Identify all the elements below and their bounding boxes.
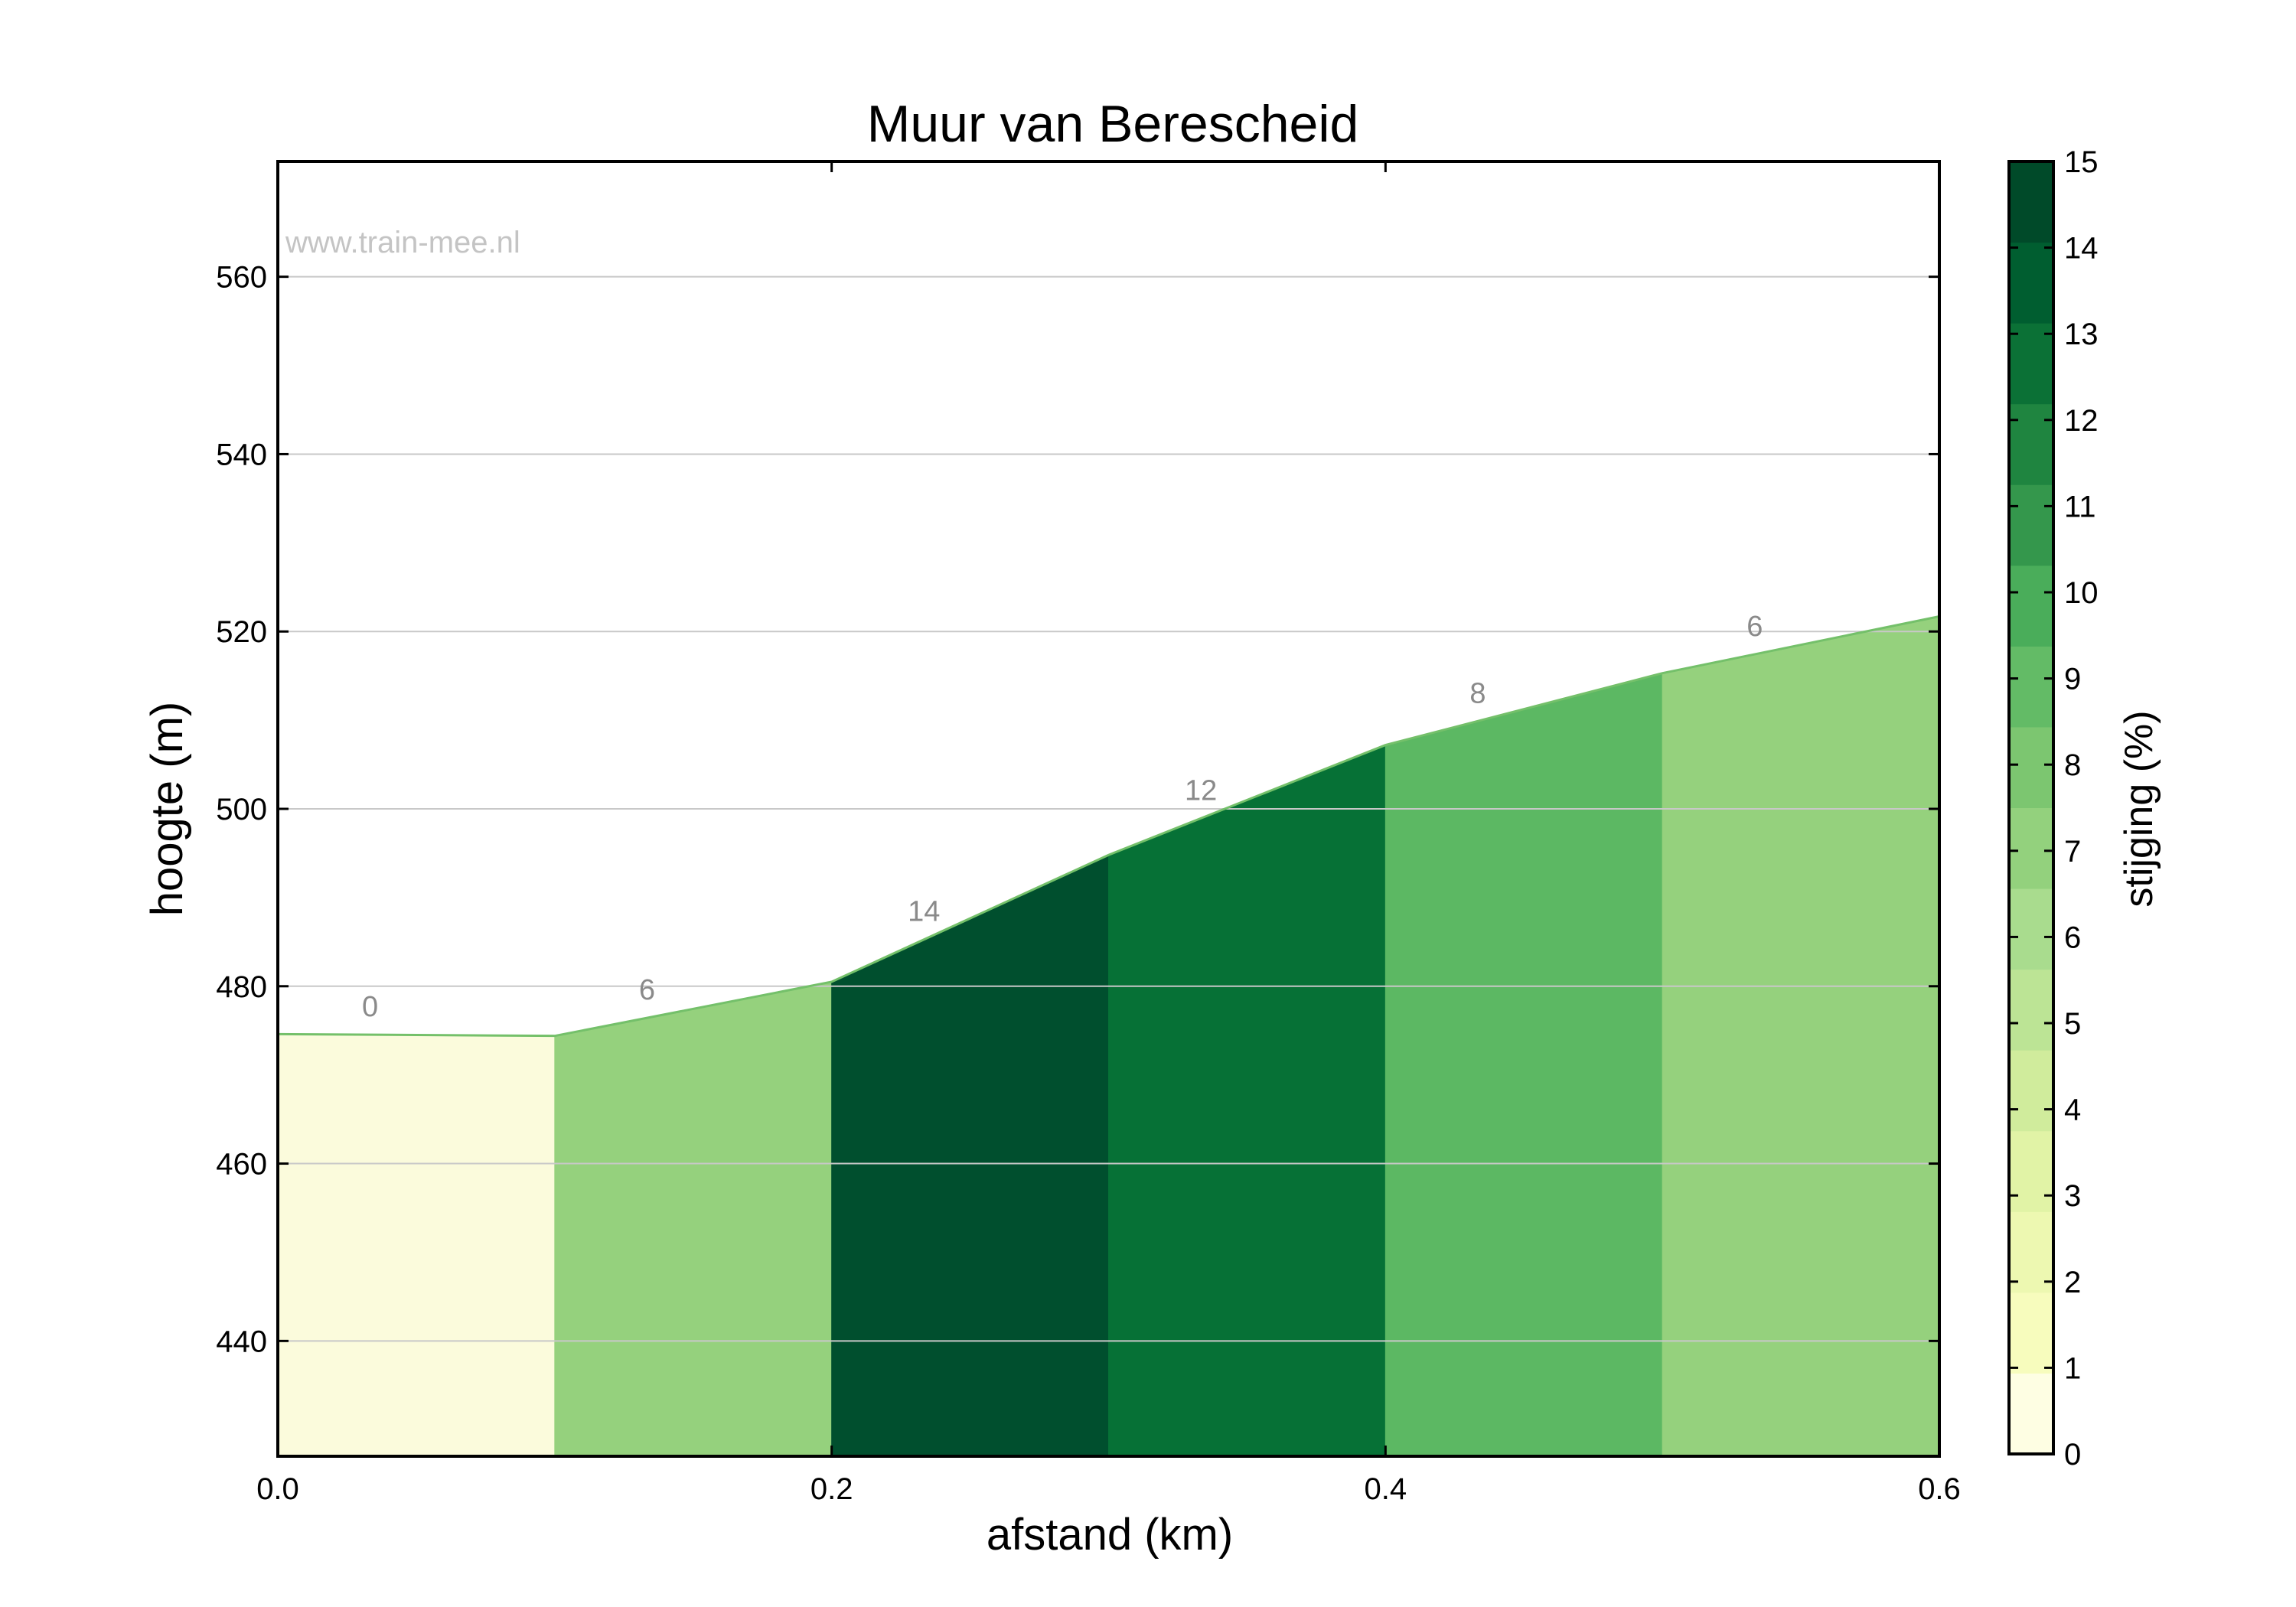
segment-label-4: 12 bbox=[1185, 774, 1217, 807]
colorbar-tick-label-4: 4 bbox=[2064, 1094, 2081, 1127]
x-tick-label-0.4: 0.4 bbox=[1365, 1472, 1407, 1506]
x-axis-label: afstand (km) bbox=[987, 1510, 1233, 1560]
segment-label-5: 8 bbox=[1469, 677, 1486, 709]
colorbar-tick-label-7: 7 bbox=[2064, 835, 2081, 869]
colorbar-band-11 bbox=[2009, 484, 2053, 566]
colorbar-band-2 bbox=[2009, 1211, 2053, 1293]
y-tick-label-520: 520 bbox=[216, 615, 267, 649]
colorbar-band-1 bbox=[2009, 1292, 2053, 1374]
chart-title: Muur van Berescheid bbox=[867, 95, 1359, 153]
colorbar-band-9 bbox=[2009, 646, 2053, 728]
colorbar-tick-label-6: 6 bbox=[2064, 921, 2081, 954]
colorbar-band-0 bbox=[2009, 1373, 2053, 1455]
colorbar-band-13 bbox=[2009, 323, 2053, 405]
grid-lines bbox=[278, 275, 1939, 1342]
colorbar-tick-label-10: 10 bbox=[2064, 576, 2099, 610]
colorbar-tick-label-12: 12 bbox=[2064, 404, 2099, 438]
colorbar-tick-label-13: 13 bbox=[2064, 318, 2099, 351]
colorbar-band-4 bbox=[2009, 1050, 2053, 1132]
colorbar-tick-label-5: 5 bbox=[2064, 1007, 2081, 1041]
colorbar-band-5 bbox=[2009, 969, 2053, 1051]
colorbar bbox=[2009, 161, 2053, 1455]
segment-label-1: 0 bbox=[362, 991, 378, 1023]
colorbar-tick-label-0: 0 bbox=[2064, 1438, 2081, 1472]
colorbar-band-7 bbox=[2009, 807, 2053, 889]
segment-label-2: 6 bbox=[639, 974, 655, 1006]
profile-line bbox=[277, 615, 1940, 1038]
y-tick-label-560: 560 bbox=[216, 261, 267, 295]
colorbar-tick-label-15: 15 bbox=[2064, 145, 2099, 179]
colorbar-band-15 bbox=[2009, 161, 2053, 243]
colorbar-band-14 bbox=[2009, 242, 2053, 324]
colorbar-frame bbox=[2007, 160, 2055, 1455]
y-axis-ticks: 440 460 480 500 520 540 560 bbox=[216, 261, 1939, 1358]
segment-area-6 bbox=[1662, 615, 1940, 1457]
watermark: www.train-mee.nl bbox=[285, 226, 520, 259]
segment-area-1 bbox=[277, 1033, 556, 1457]
segment-label-6: 6 bbox=[1746, 611, 1763, 643]
x-axis-ticks: 0.0 0.2 0.4 0.6 bbox=[256, 161, 1961, 1506]
colorbar-tick-label-8: 8 bbox=[2064, 748, 2081, 782]
segment-area-3 bbox=[831, 854, 1109, 1457]
colorbar-tick-label-2: 2 bbox=[2064, 1266, 2081, 1299]
y-tick-label-540: 540 bbox=[216, 438, 267, 471]
y-tick-label-460: 460 bbox=[216, 1148, 267, 1182]
segment-area-5 bbox=[1384, 673, 1663, 1457]
segment-label-3: 14 bbox=[908, 896, 940, 928]
y-axis-label: hoogte (m) bbox=[142, 702, 192, 916]
colorbar-label: stijging (%) bbox=[2117, 710, 2161, 907]
x-tick-label-0.6: 0.6 bbox=[1918, 1472, 1961, 1506]
segment-area-2 bbox=[554, 981, 833, 1457]
colorbar-tick-label-3: 3 bbox=[2064, 1179, 2081, 1213]
colorbar-band-6 bbox=[2009, 888, 2053, 970]
colorbar-band-12 bbox=[2009, 403, 2053, 485]
colorbar-tick-label-11: 11 bbox=[2064, 490, 2096, 523]
y-tick-label-480: 480 bbox=[216, 970, 267, 1004]
colorbar-band-10 bbox=[2009, 565, 2053, 647]
colorbar-tick-label-9: 9 bbox=[2064, 663, 2081, 696]
colorbar-tick-label-1: 1 bbox=[2064, 1351, 2081, 1385]
colorbar-band-8 bbox=[2009, 726, 2053, 808]
y-tick-label-440: 440 bbox=[216, 1325, 267, 1358]
y-tick-label-500: 500 bbox=[216, 793, 267, 826]
segment-labels: 0 6 14 12 8 6 bbox=[362, 611, 1763, 1023]
segment-area-4 bbox=[1108, 744, 1386, 1457]
colorbar-band-3 bbox=[2009, 1130, 2053, 1212]
profile-line-group bbox=[277, 615, 1940, 1038]
plot-area bbox=[277, 615, 1940, 1457]
x-tick-label-0.2: 0.2 bbox=[810, 1472, 853, 1506]
x-tick-label-0.0: 0.0 bbox=[256, 1472, 299, 1506]
colorbar-tick-label-14: 14 bbox=[2064, 232, 2099, 266]
